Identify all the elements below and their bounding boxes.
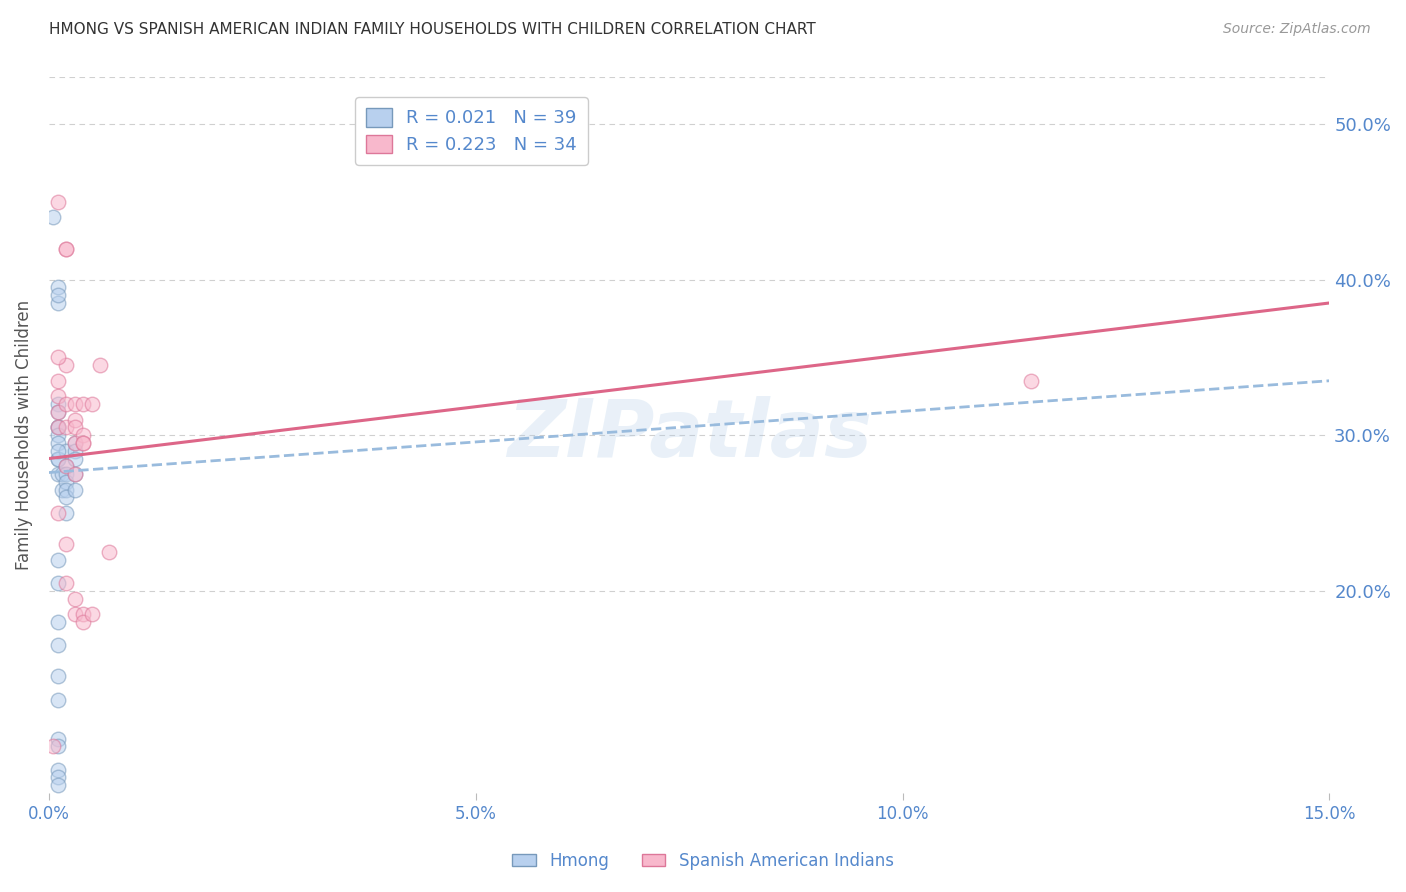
Point	[55, 475, 77, 489]
Point	[72, 615, 94, 629]
Point	[63, 443, 86, 458]
Point	[63, 467, 86, 482]
Point	[63, 451, 86, 466]
Point	[46, 763, 69, 777]
Point	[46, 778, 69, 792]
Point	[46, 638, 69, 652]
Point	[46, 420, 69, 434]
Point	[46, 692, 69, 706]
Point	[63, 591, 86, 606]
Point	[46, 731, 69, 746]
Point	[46, 552, 69, 566]
Point	[46, 374, 69, 388]
Point	[63, 397, 86, 411]
Point	[42, 739, 65, 754]
Point	[46, 288, 69, 302]
Point	[46, 467, 69, 482]
Point	[46, 296, 69, 310]
Text: ZIPatlas: ZIPatlas	[506, 396, 872, 475]
Point	[51, 483, 73, 497]
Point	[72, 607, 94, 621]
Point	[63, 420, 86, 434]
Point	[63, 483, 86, 497]
Point	[46, 576, 69, 591]
Point	[46, 389, 69, 403]
Point	[46, 428, 69, 442]
Point	[46, 194, 69, 209]
Point	[55, 358, 77, 372]
Point	[89, 358, 111, 372]
Point	[72, 397, 94, 411]
Point	[46, 420, 69, 434]
Point	[46, 443, 69, 458]
Point	[46, 669, 69, 683]
Point	[51, 467, 73, 482]
Text: HMONG VS SPANISH AMERICAN INDIAN FAMILY HOUSEHOLDS WITH CHILDREN CORRELATION CHA: HMONG VS SPANISH AMERICAN INDIAN FAMILY …	[49, 22, 815, 37]
Point	[80, 397, 103, 411]
Point	[55, 397, 77, 411]
Point	[55, 491, 77, 505]
Point	[55, 420, 77, 434]
Legend: Hmong, Spanish American Indians: Hmong, Spanish American Indians	[506, 846, 900, 877]
Point	[55, 242, 77, 256]
Point	[55, 467, 77, 482]
Point	[46, 436, 69, 450]
Point	[46, 739, 69, 754]
Point	[72, 428, 94, 442]
Point	[46, 771, 69, 785]
Text: Source: ZipAtlas.com: Source: ZipAtlas.com	[1223, 22, 1371, 37]
Point	[55, 443, 77, 458]
Point	[63, 467, 86, 482]
Point	[72, 436, 94, 450]
Point	[1019, 374, 1042, 388]
Point	[80, 607, 103, 621]
Point	[42, 211, 65, 225]
Point	[55, 459, 77, 474]
Point	[46, 451, 69, 466]
Point	[55, 537, 77, 551]
Point	[63, 607, 86, 621]
Point	[97, 545, 120, 559]
Point	[46, 397, 69, 411]
Point	[72, 436, 94, 450]
Point	[46, 405, 69, 419]
Point	[46, 506, 69, 520]
Point	[55, 242, 77, 256]
Point	[63, 436, 86, 450]
Point	[46, 280, 69, 294]
Y-axis label: Family Households with Children: Family Households with Children	[15, 300, 32, 570]
Point	[55, 576, 77, 591]
Point	[63, 436, 86, 450]
Point	[55, 483, 77, 497]
Point	[63, 412, 86, 426]
Point	[46, 405, 69, 419]
Point	[46, 420, 69, 434]
Point	[55, 506, 77, 520]
Legend: R = 0.021   N = 39, R = 0.223   N = 34: R = 0.021 N = 39, R = 0.223 N = 34	[356, 97, 588, 165]
Point	[46, 351, 69, 365]
Point	[46, 451, 69, 466]
Point	[46, 615, 69, 629]
Point	[55, 459, 77, 474]
